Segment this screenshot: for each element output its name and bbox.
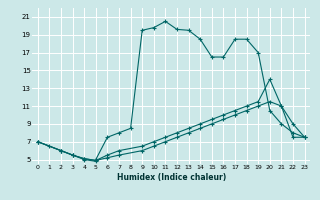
X-axis label: Humidex (Indice chaleur): Humidex (Indice chaleur): [116, 173, 226, 182]
